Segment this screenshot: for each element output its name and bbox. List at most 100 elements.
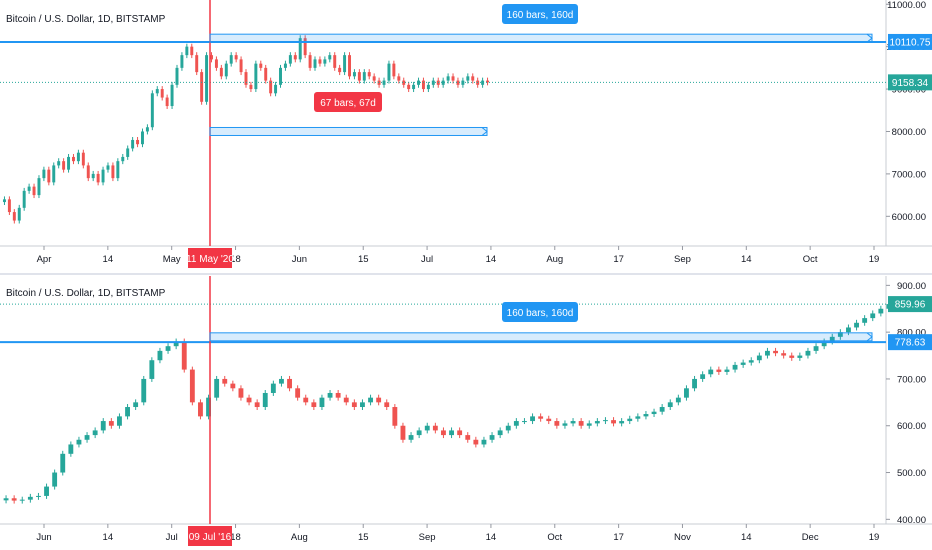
candle-body: [259, 63, 263, 68]
candle-body: [748, 360, 754, 363]
top-legend-title: Bitcoin / U.S. Dollar, 1D, BITSTAMP: [6, 14, 166, 25]
candle-body: [106, 165, 110, 170]
time-tick-label: Oct: [803, 254, 818, 265]
candle-body: [821, 341, 827, 347]
candle-body: [343, 55, 347, 73]
price-tick-label: 900.00: [897, 281, 926, 292]
candle-body: [185, 46, 189, 56]
candle-body: [86, 165, 90, 179]
candle-body: [67, 156, 71, 170]
candle-body: [578, 421, 584, 426]
candle-body: [611, 420, 616, 424]
date-marker-badge: [188, 526, 232, 546]
candle-body: [765, 350, 770, 356]
candle-body: [546, 418, 552, 422]
candle-body: [441, 80, 445, 85]
range-box-bottom[interactable]: [209, 126, 488, 136]
candle-body: [456, 80, 460, 85]
candle-body: [150, 93, 154, 128]
candle-body: [303, 38, 307, 56]
candle-body: [813, 346, 819, 351]
candle-body: [19, 499, 25, 501]
candle-body: [643, 414, 649, 417]
bottom-candles: [3, 301, 892, 504]
date-marker-label: 09 Jul '16: [189, 532, 232, 543]
price-tick-label: 500.00: [897, 468, 926, 479]
candle-body: [708, 369, 714, 375]
candle-body: [732, 364, 738, 370]
candle-body: [293, 55, 297, 60]
candle-body: [279, 378, 284, 384]
candle-body: [651, 411, 657, 415]
candle-body: [12, 212, 16, 221]
candle-body: [189, 369, 195, 403]
time-tick-label: 14: [741, 254, 752, 265]
candle-body: [465, 435, 471, 440]
time-tick-label: 14: [486, 532, 497, 543]
candle-body: [2, 199, 6, 203]
time-tick-label: Dec: [802, 532, 819, 543]
candle-body: [116, 161, 120, 179]
price-tick-label: 800.00: [897, 328, 926, 339]
candle-body: [36, 495, 41, 497]
candle-body: [230, 383, 236, 389]
time-tick-label: 18: [230, 254, 241, 265]
time-tick-label: Apr: [37, 254, 52, 265]
candle-body: [530, 416, 535, 422]
bottom-chart-panel: 160 bars, 160d Bitcoin / U.S. Dollar, 1D…: [0, 276, 932, 546]
candle-body: [295, 388, 301, 398]
bottom-time-axis: Jun 14 Jul 18 Aug 15 Sep 14 Oct 17 Nov 14 Dec 19 09 Ju…: [36, 524, 879, 546]
candle-body: [319, 397, 325, 408]
candle-body: [190, 46, 194, 56]
price-tick-label: 700.00: [897, 374, 926, 385]
range-box-top[interactable]: [209, 33, 873, 43]
candle-body: [262, 392, 268, 408]
candle-body: [96, 173, 100, 183]
time-tick-label: May: [163, 254, 181, 265]
range-label-top-badge: [502, 302, 578, 322]
candle-body: [692, 378, 697, 389]
candle-body: [570, 421, 576, 424]
candle-body: [92, 430, 98, 436]
date-marker-label: 11 May '20: [186, 254, 234, 265]
candle-body: [421, 80, 425, 90]
candle-body: [214, 59, 218, 68]
candle-body: [481, 439, 487, 445]
candle-body: [473, 439, 479, 445]
candle-body: [432, 425, 438, 431]
time-tick-label: 14: [103, 254, 114, 265]
candle-body: [17, 207, 21, 221]
candle-body: [133, 402, 139, 408]
candle-body: [170, 84, 174, 107]
range-box-top[interactable]: [209, 332, 873, 342]
candle-body: [497, 430, 503, 436]
candle-body: [716, 369, 722, 372]
candle-body: [287, 378, 292, 389]
candle-body: [372, 76, 376, 81]
time-tick-label: Jul: [421, 254, 433, 265]
candle-body: [125, 407, 130, 417]
candle-body: [627, 418, 633, 422]
candle-body: [586, 423, 592, 426]
candle-body: [412, 84, 416, 90]
candle-body: [635, 416, 641, 419]
time-tick-label: 14: [741, 532, 752, 543]
candle-body: [22, 190, 26, 208]
candle-body: [234, 55, 238, 60]
range-label-bottom: 67 bars, 67d: [320, 98, 376, 109]
candle-body: [81, 152, 85, 166]
candle-body: [878, 308, 884, 314]
candle-body: [222, 378, 228, 384]
candle-body: [52, 165, 56, 183]
price-tick-label: 8000.00: [892, 127, 926, 138]
candle-body: [333, 55, 337, 68]
candle-body: [246, 397, 252, 403]
candle-body: [32, 186, 36, 196]
top-time-axis: Apr 14 May 18 Jun 15 Jul 14 Aug 17 Sep 14 Oct 19 11 Ma…: [37, 246, 879, 268]
candle-body: [52, 472, 58, 487]
candle-body: [206, 397, 211, 417]
candle-body: [392, 63, 396, 77]
candle-body: [659, 407, 665, 412]
